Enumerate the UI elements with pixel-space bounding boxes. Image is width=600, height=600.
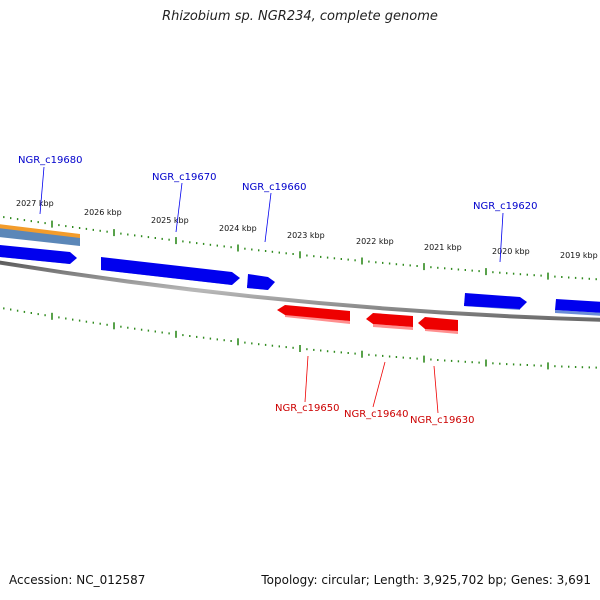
kbp-label: 2019 kbp	[560, 251, 598, 260]
gene-arrow-NGR_c19670[interactable]	[101, 257, 240, 285]
gene-arrow-NGR_c19620[interactable]	[464, 293, 527, 310]
gene-arrow-partial-right[interactable]	[555, 299, 600, 316]
outer-tick-ring	[3, 216, 597, 281]
highlight-region	[0, 224, 80, 246]
inner-tick-ring	[3, 307, 597, 370]
kbp-label: 2026 kbp	[84, 208, 122, 217]
genome-info-footer: Topology: circular; Length: 3,925,702 bp…	[261, 573, 591, 587]
kbp-label: 2024 kbp	[219, 224, 257, 233]
map-title: Rhizobium sp. NGR234, complete genome	[162, 9, 438, 24]
kbp-label: 2027 kbp	[16, 199, 54, 208]
gene-label-NGR_c19650[interactable]: NGR_c19650	[275, 403, 340, 414]
gene-label-NGR_c19660[interactable]: NGR_c19660	[242, 182, 307, 193]
gene-label-NGR_c19630[interactable]: NGR_c19630	[410, 415, 475, 426]
kbp-label: 2023 kbp	[287, 231, 325, 240]
gene-arrow-NGR_c19650[interactable]	[277, 305, 350, 324]
gene-arrow-NGR_c19660[interactable]	[247, 274, 275, 290]
reverse-gene-features	[277, 305, 458, 334]
accession-label: Accession:	[9, 573, 73, 587]
accession-footer: Accession: NC_012587	[9, 573, 145, 587]
gene-label-NGR_c19640[interactable]: NGR_c19640	[344, 409, 409, 420]
genome-backbone	[0, 260, 600, 322]
gene-labels: NGR_c19680 NGR_c19670 NGR_c19660 NGR_c19…	[18, 155, 538, 426]
gene-label-NGR_c19620[interactable]: NGR_c19620	[473, 201, 538, 212]
kbp-label: 2025 kbp	[151, 216, 189, 225]
kbp-label: 2020 kbp	[492, 247, 530, 256]
forward-gene-features	[0, 244, 600, 316]
gene-arrow-NGR_c19680[interactable]	[0, 244, 77, 264]
gene-arrow-NGR_c19640[interactable]	[366, 313, 413, 330]
kbp-label: 2022 kbp	[356, 237, 394, 246]
gene-arrow-NGR_c19630[interactable]	[418, 317, 458, 334]
gene-leader-lines	[39, 166, 504, 414]
accession-value: NC_012587	[76, 573, 146, 587]
kbp-labels: 2027 kbp 2026 kbp 2025 kbp 2024 kbp 2023…	[16, 199, 598, 260]
kbp-label: 2021 kbp	[424, 243, 462, 252]
gene-label-NGR_c19680[interactable]: NGR_c19680	[18, 155, 83, 166]
gene-label-NGR_c19670[interactable]: NGR_c19670	[152, 172, 217, 183]
